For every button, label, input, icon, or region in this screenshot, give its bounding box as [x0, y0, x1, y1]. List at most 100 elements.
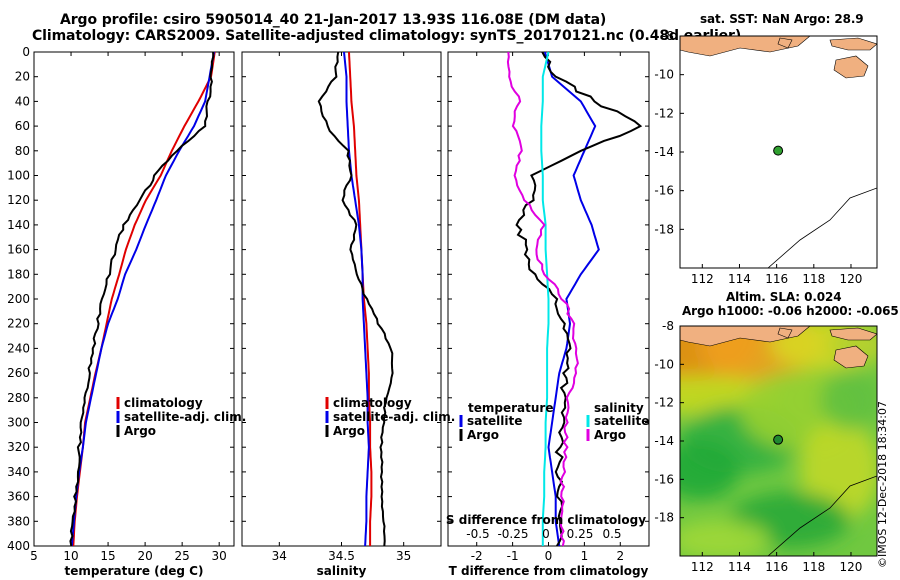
temperature-series-argo [69, 51, 215, 547]
salinity-xtick-label: 34.5 [328, 549, 355, 563]
legend-title-salinity: salinity [594, 401, 644, 415]
land-islet [777, 327, 793, 339]
salinity-xtick-label: 34 [272, 549, 287, 563]
salinity-legend-label: Argo [333, 424, 365, 438]
sst-map: 112 114 116 118 120 -8 -10 -12 -14 -16 -18 [654, 29, 878, 286]
panel-salinity: 34 34.5 35 salinity climatologysatellite-adj… [241, 51, 455, 578]
salinity-xtick-label: 35 [396, 549, 411, 563]
depth-tick-label: 120 [7, 193, 30, 207]
difference-series-salinity-argo [506, 51, 579, 547]
depth-tick-label: 180 [7, 267, 30, 281]
map-lon-label: 116 [765, 272, 788, 286]
land-java [680, 36, 811, 57]
map-lat-label: -16 [654, 184, 674, 198]
temperature-xtick-label: 30 [212, 549, 227, 563]
difference-xtick-label: 2 [616, 549, 624, 563]
salinity-legend-label: climatology [333, 396, 412, 410]
argo-position-marker [773, 145, 784, 156]
map-lat-label: -8 [662, 319, 674, 333]
map-body [680, 326, 877, 556]
difference-series-temperature-argo [515, 51, 643, 547]
map-lat-label: -14 [654, 434, 674, 448]
depth-tick-label: 400 [7, 539, 30, 553]
land-flores [829, 37, 877, 51]
map-lon-label: 112 [691, 272, 714, 286]
depth-tick-label: 240 [7, 341, 30, 355]
sla-map: 112 114 116 118 120 -8 -10 -12 -14 -16 -18 [654, 319, 878, 574]
difference-xtick-label: -1 [507, 549, 519, 563]
sla-blob [820, 370, 877, 430]
depth-tick-label: 160 [7, 243, 30, 257]
top-axis-tick-label: -0.5 [466, 527, 489, 541]
bathymetry-contour [767, 475, 877, 556]
temperature-xtick-label: 10 [63, 549, 78, 563]
temperature-series-satellite-adj-clim- [70, 51, 215, 547]
difference-series-temperature-satellite [543, 51, 600, 547]
legend-label-temperature: Argo [467, 428, 499, 442]
sla-blob [680, 520, 770, 556]
top-axis-tick-label: 0.5 [602, 527, 621, 541]
top-axis-label: S difference from climatology [446, 513, 646, 527]
map-lat-label: -12 [654, 106, 674, 120]
map-lat-label: -10 [654, 357, 674, 371]
depth-tick-label: 340 [7, 465, 30, 479]
map-body [680, 36, 877, 268]
map-lon-label: 120 [840, 272, 863, 286]
difference-xlabel: T difference from climatology [449, 564, 649, 578]
depth-tick-label: 60 [15, 119, 30, 133]
map-lat-label: -18 [654, 511, 674, 525]
argo-position-marker [773, 434, 784, 445]
depth-tick-label: 200 [7, 292, 30, 306]
legend-label-salinity: satellite [594, 414, 649, 428]
map-lon-label: 114 [728, 272, 751, 286]
depth-tick-label: 20 [15, 70, 30, 84]
map-lat-label: -10 [654, 68, 674, 82]
depth-tick-label: 220 [7, 317, 30, 331]
top-axis-tick-label: 0 [542, 527, 550, 541]
map-lon-label: 120 [840, 560, 863, 574]
bathymetry-contour [767, 187, 877, 268]
map-lat-label: -18 [654, 222, 674, 236]
title-line-2: Climatology: CARS2009. Satellite-adjuste… [32, 28, 742, 44]
sla-map-title-1: Altim. SLA: 0.024 [726, 290, 842, 304]
panel-temperature: 0 20 40 60 80 100 120 140 160 180 200 220 240 260 280 3… [7, 45, 246, 578]
land-islet [777, 37, 793, 49]
depth-tick-label: 360 [7, 490, 30, 504]
salinity-axes-frame [241, 51, 442, 547]
sla-blob [680, 440, 740, 500]
map-lon-label: 118 [802, 560, 825, 574]
map-lon-label: 118 [802, 272, 825, 286]
sla-map-title-2: Argo h1000: -0.06 h2000: -0.065 [682, 304, 899, 318]
depth-tick-label: 300 [7, 416, 30, 430]
difference-xtick-label: 1 [581, 549, 589, 563]
depth-tick-label: 280 [7, 391, 30, 405]
map-lat-label: -14 [654, 145, 674, 159]
temperature-xtick-label: 15 [100, 549, 115, 563]
temperature-xtick-label: 25 [175, 549, 190, 563]
map-lon-label: 116 [765, 560, 788, 574]
map-lon-label: 112 [691, 560, 714, 574]
salinity-series-climatology [348, 51, 373, 546]
map-lat-label: -8 [662, 29, 674, 43]
depth-tick-label: 320 [7, 440, 30, 454]
difference-series-salinity-satellite [540, 51, 550, 546]
depth-tick-label: 100 [7, 169, 30, 183]
map-lat-label: -16 [654, 472, 674, 486]
legend-label-salinity: Argo [594, 428, 626, 442]
map-lat-label: -12 [654, 396, 674, 410]
depth-tick-label: 40 [15, 94, 30, 108]
difference-xtick-label: 0 [545, 549, 553, 563]
salinity-series-satellite-adj-clim- [343, 51, 370, 547]
top-axis-tick-label: -0.25 [497, 527, 528, 541]
salinity-xlabel: salinity [317, 564, 367, 578]
panel-difference: -2 -1 0 1 2T difference from climatology temp… [446, 51, 650, 578]
depth-tick-label: 0 [22, 45, 30, 59]
map-lon-label: 114 [728, 560, 751, 574]
temperature-xtick-label: 20 [137, 549, 152, 563]
top-axis-tick-label: 0.25 [567, 527, 594, 541]
salinity-legend-label: satellite-adj. clim. [333, 410, 455, 424]
legend-title-temperature: temperature [468, 401, 553, 415]
depth-tick-label: 140 [7, 218, 30, 232]
land-sumba [833, 345, 869, 369]
